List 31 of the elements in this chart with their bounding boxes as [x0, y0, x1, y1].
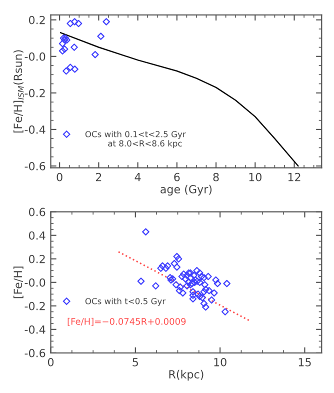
x-tick-label: 15	[298, 358, 311, 366]
x-tick-label: 6	[174, 172, 180, 182]
y-tick-label: -0.4	[24, 125, 46, 134]
x-tick-label: 2	[96, 172, 102, 182]
y-tick-label: -0.2	[24, 88, 45, 98]
y-tick-label: 0.2	[28, 254, 45, 264]
x-axis-title: age (Gyr)	[160, 184, 212, 196]
x-tick-label: 12	[288, 172, 300, 182]
x-tick-label: 8	[213, 172, 219, 182]
x-tick-label: 0	[48, 358, 54, 366]
y-tick-label: 0.4	[28, 231, 46, 240]
x-axis-title: R(kpc)	[169, 370, 204, 381]
y-tick-label: 0.6	[28, 208, 46, 216]
y-tick-label: -0.2	[24, 302, 45, 310]
legend-label: OCs with 0.1<t<2.5 Gyr	[85, 130, 186, 139]
y-tick-label: -0.0	[24, 278, 46, 287]
y-tick-label: -0.6	[24, 162, 46, 170]
y-axis-title: [Fe/H]$_{ISM}$(Rsun)	[13, 50, 24, 133]
x-tick-label: 10	[214, 358, 226, 366]
x-tick-label: 10	[249, 172, 262, 182]
x-tick-label: 4	[134, 173, 141, 182]
y-tick-label: 0.2	[28, 16, 45, 24]
x-tick-label: 0	[56, 172, 62, 182]
y-tick-label: -0.0	[24, 52, 46, 61]
text: [Fe/H]=−0.0745R+0.0009	[68, 318, 186, 326]
y-tick-label: -0.6	[24, 348, 46, 358]
y-tick-label: -0.4	[24, 325, 46, 334]
x-tick-label: 5	[132, 358, 138, 366]
legend-label: OCs with t<0.5 Gyr	[85, 298, 166, 306]
annotation: at 8.0<R<8.6 kpc	[108, 140, 182, 148]
y-axis-title: [Fe/H]	[13, 266, 24, 298]
